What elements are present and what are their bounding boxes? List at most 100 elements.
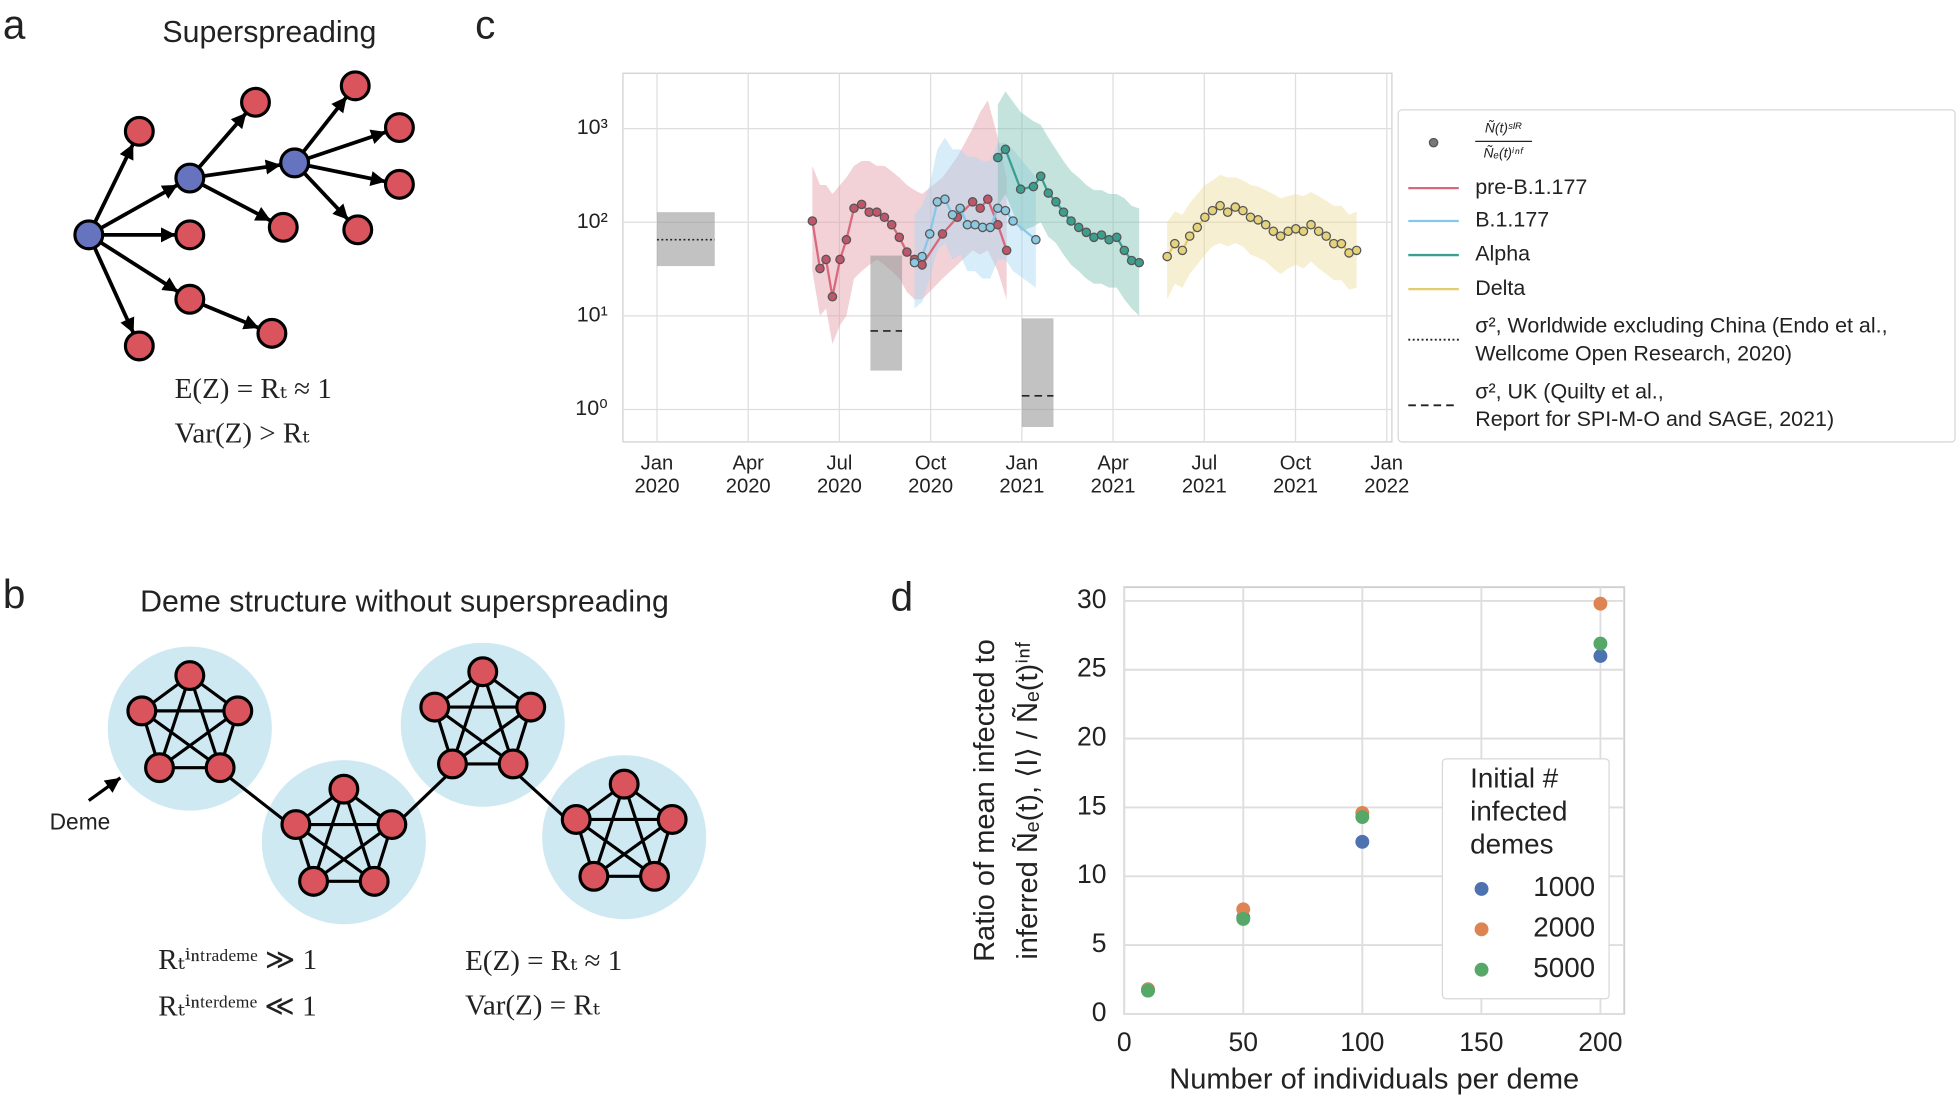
data-point — [1001, 245, 1012, 256]
data-point — [872, 207, 882, 217]
y-tick-label: 5 — [1092, 928, 1107, 958]
x-tick-label-line: 2020 — [635, 476, 680, 498]
y-axis-label: Ratio of mean infected to — [969, 639, 1001, 962]
data-point — [1336, 238, 1347, 249]
data-point — [1035, 171, 1046, 181]
x-tick-label: 0 — [1117, 1027, 1132, 1057]
data-point — [1222, 207, 1233, 217]
data-point — [1000, 144, 1011, 155]
x-tick-label-line: Oct — [1280, 453, 1312, 475]
data-point — [841, 234, 852, 245]
plot-area — [622, 72, 1393, 443]
y-tick-label: 0 — [1092, 997, 1107, 1027]
data-point — [1298, 226, 1309, 237]
data-point — [1253, 215, 1263, 225]
legend-box — [1441, 758, 1610, 1000]
data-point — [1015, 184, 1026, 195]
deme-diagram: Deme structure without superspreading De… — [50, 586, 707, 1023]
x-tick-label-line: 2022 — [1364, 476, 1409, 498]
legend-marker — [1428, 137, 1439, 148]
data-point — [815, 263, 825, 274]
data-point — [879, 212, 890, 223]
legend-label: B.1.177 — [1475, 208, 1549, 232]
panel-title: Deme structure without superspreading — [140, 586, 669, 619]
data-point — [1192, 222, 1203, 233]
legend: Ñ(t)ˢᴵᴿ Ñₑ(t)ⁱⁿᶠ pre-B.1.177 B.1.177 Alpha De… — [1397, 109, 1956, 443]
x-tick-label-line: Jan — [1006, 453, 1039, 475]
data-point — [1207, 205, 1218, 216]
panel-label: c — [475, 1, 495, 47]
y-tick-label: 25 — [1077, 653, 1106, 683]
legend-title: demes — [1470, 828, 1553, 859]
data-point — [909, 257, 920, 268]
data-point — [1073, 222, 1084, 233]
y-axis-label: inferred Ñₑ(t), ⟨I⟩ / Ñₑ(t)ⁱⁿᶠ — [1010, 641, 1044, 959]
equation: Var(Z) > Rₜ — [175, 417, 311, 449]
data-point — [1268, 226, 1279, 237]
legend-label: Delta — [1475, 276, 1525, 300]
data-point — [1215, 200, 1225, 211]
x-tick-label: Jan 2020 — [635, 453, 680, 498]
legend-title: Initial # — [1470, 763, 1559, 794]
legend-label: Wellcome Open Research, 2020) — [1475, 341, 1792, 365]
data-point — [1355, 834, 1370, 849]
y-tick-label: 10¹ — [577, 303, 608, 327]
x-tick-label-line: 2021 — [1091, 476, 1136, 498]
data-point — [849, 203, 859, 214]
data-point — [835, 254, 845, 265]
data-point — [985, 222, 996, 233]
x-tick-label-line: Jul — [1191, 453, 1217, 475]
data-point — [967, 197, 978, 207]
x-tick-label-line: 2021 — [999, 476, 1044, 498]
x-tick-label-line: 2020 — [908, 476, 953, 498]
y-tick-label: 10² — [577, 209, 608, 233]
legend-marker — [1474, 962, 1489, 977]
x-axis-label: Number of individuals per deme — [1169, 1064, 1579, 1096]
legend-label: Ñ(t)ˢᴵᴿ — [1485, 119, 1522, 135]
data-point — [1162, 251, 1172, 262]
equation: Rₜⁱⁿᵗᵉʳᵈᵉᵐᵉ ≪ 1 — [158, 991, 316, 1023]
legend-title: infected — [1470, 795, 1567, 826]
data-point — [1066, 216, 1076, 226]
x-tick-label: Apr 2020 — [726, 453, 771, 498]
x-tick-label-line: Jan — [641, 453, 674, 475]
data-point — [1593, 596, 1608, 611]
y-tick-label: 15 — [1077, 790, 1106, 820]
data-point — [993, 152, 1003, 163]
data-point — [983, 194, 993, 205]
panel-label: a — [3, 1, 26, 47]
data-point — [1177, 245, 1188, 256]
data-point — [827, 291, 838, 302]
x-tick-label-line: 2021 — [1273, 476, 1318, 498]
data-point — [886, 219, 897, 230]
legend-label: 5000 — [1533, 952, 1595, 983]
y-tick-label: 10 — [1077, 859, 1106, 889]
data-point — [821, 254, 831, 265]
x-tick-label: Jul 2020 — [817, 453, 862, 498]
panel-title: Superspreading — [162, 16, 376, 49]
legend-label: σ², Worldwide excluding China (Endo et a… — [1475, 314, 1887, 338]
x-tick-label: Jan 2022 — [1364, 453, 1409, 498]
data-point — [856, 199, 867, 210]
data-point — [975, 203, 985, 214]
data-point — [1230, 202, 1241, 212]
legend-marker — [1474, 881, 1489, 896]
data-point — [807, 216, 818, 226]
x-tick-label: Oct 2020 — [908, 453, 953, 498]
equation: Var(Z) = Rₜ — [465, 989, 601, 1021]
legend-box — [1397, 109, 1956, 443]
data-point — [1275, 231, 1286, 241]
data-point — [1593, 636, 1608, 651]
x-tick-label-line: Oct — [915, 453, 947, 475]
data-point — [1031, 234, 1041, 245]
x-tick-label: Oct 2021 — [1273, 453, 1318, 498]
data-point — [1134, 257, 1145, 268]
y-tick-label: 30 — [1077, 584, 1106, 614]
data-point — [1081, 227, 1092, 238]
legend-label: pre-B.1.177 — [1475, 175, 1587, 199]
data-point — [1593, 649, 1608, 663]
x-tick-label-line: Apr — [1097, 453, 1129, 475]
